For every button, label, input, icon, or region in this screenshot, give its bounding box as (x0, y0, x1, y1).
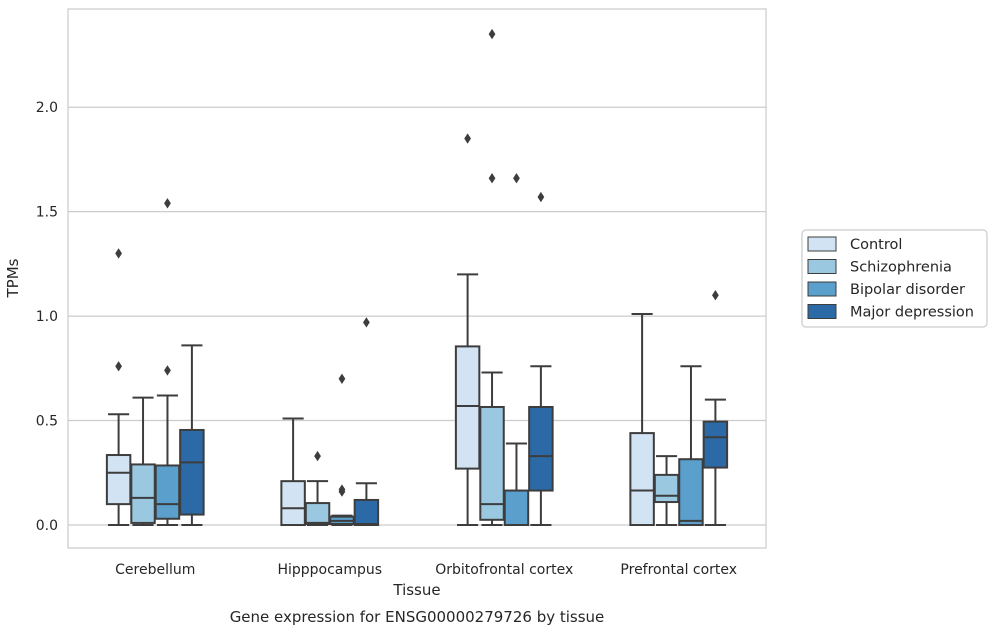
y-tick-label: 1.5 (36, 205, 58, 221)
box-plot (154, 198, 181, 527)
box-plot (479, 28, 505, 527)
outlier-point (488, 28, 496, 40)
outlier-point (338, 484, 346, 495)
box (130, 463, 156, 524)
box-plot (130, 396, 156, 527)
box-plot (702, 290, 729, 527)
outlier-point (363, 317, 370, 328)
box (629, 432, 655, 527)
x-tick-label: Hipppocampus (277, 562, 382, 578)
y-tick-label: 1.0 (36, 309, 58, 325)
box-plot (678, 365, 704, 527)
outlier-point (164, 365, 171, 376)
legend-swatch (807, 236, 837, 252)
box (678, 458, 704, 527)
legend-label: Major depression (850, 305, 974, 321)
y-tick-labels: 0.0 0.5 1.0 1.5 2.0 (36, 100, 58, 534)
box-plot (629, 313, 655, 527)
outlier-point (712, 290, 719, 301)
outlier-point (513, 173, 520, 184)
y-tick-label: 0.5 (36, 414, 58, 430)
box-plot (454, 133, 481, 527)
outlier-point (314, 450, 321, 462)
outlier-point (464, 133, 471, 144)
legend-label: Schizophrenia (850, 260, 952, 276)
outlier-point (338, 373, 346, 384)
box-plot (329, 373, 355, 527)
box-plot (105, 248, 132, 527)
box (353, 498, 380, 527)
box-plot (304, 450, 331, 527)
box (479, 405, 505, 521)
box-plot (528, 191, 554, 527)
box (702, 420, 729, 469)
x-tick-label: Cerebellum (115, 562, 195, 578)
outlier-point (537, 191, 545, 203)
legend-swatch (807, 259, 837, 274)
y-tick-label: 0.0 (36, 518, 58, 534)
outlier-point (115, 361, 122, 372)
box (179, 428, 205, 516)
box-plot (179, 344, 205, 527)
box-plot (280, 417, 306, 527)
chart-caption: Gene expression for ENSG00000279726 by t… (230, 608, 605, 626)
y-axis-title: TPMs (4, 258, 22, 298)
outlier-point (488, 173, 496, 184)
x-tick-label: Prefrontal cortex (620, 562, 737, 578)
box (280, 480, 306, 527)
box (154, 464, 181, 520)
legend: Control Schizophrenia Bipolar disorder Majo… (801, 229, 988, 328)
box-plots (105, 28, 729, 527)
outlier-point (164, 198, 171, 209)
legend-swatch (807, 281, 837, 297)
outlier-point (115, 248, 122, 259)
y-tick-label: 2.0 (36, 100, 58, 116)
box (503, 489, 530, 527)
x-axis-title: Tissue (392, 581, 440, 599)
box (105, 454, 132, 506)
x-tick-labels: Cerebellum Hipppocampus Orbitofrontal cort… (115, 562, 737, 578)
box-plot (653, 455, 680, 527)
box-plot (503, 173, 530, 527)
plot-frame (67, 8, 767, 549)
legend-label: Bipolar disorder (850, 282, 965, 298)
legend-label: Control (850, 237, 902, 253)
box (304, 502, 331, 525)
legend-frame (801, 229, 988, 328)
box-plot (353, 317, 380, 527)
box (454, 345, 481, 470)
box (653, 473, 680, 504)
legend-swatch (807, 304, 837, 319)
x-tick-label: Orbitofrontal cortex (435, 562, 573, 578)
grid-lines (68, 106, 766, 526)
box (528, 405, 554, 492)
